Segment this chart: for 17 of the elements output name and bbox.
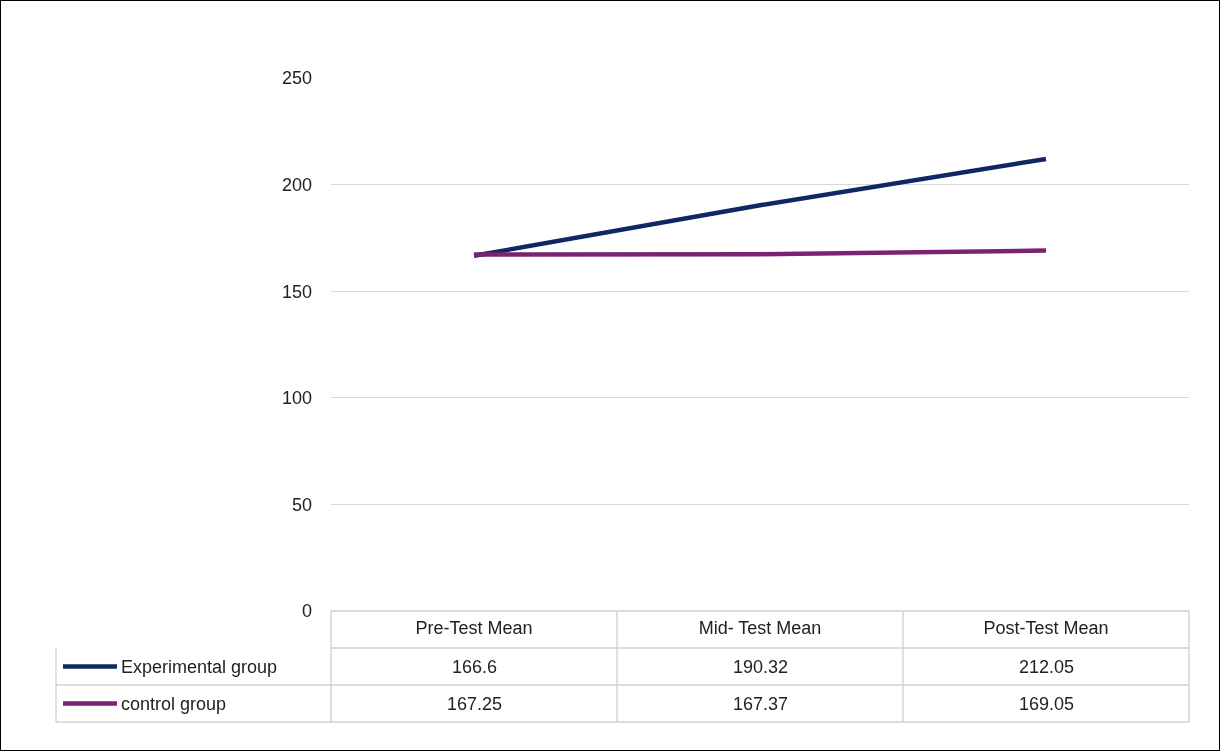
y-tick-label: 200 <box>281 174 312 195</box>
y-tick-label: 250 <box>281 68 312 89</box>
legend-label: Experimental group <box>121 657 278 677</box>
data-label: 212.05 <box>1019 657 1075 677</box>
legend-label: control group <box>121 694 227 714</box>
x-tick-label: Post-Test Mean <box>983 618 1109 638</box>
y-tick-label: 0 <box>301 601 312 622</box>
data-label: 167.37 <box>733 694 789 714</box>
data-label: 167.25 <box>447 694 503 714</box>
y-tick-label: 150 <box>281 281 312 302</box>
y-tick-label: 100 <box>281 388 312 409</box>
data-label: 169.05 <box>1019 694 1075 714</box>
data-label: 166.6 <box>452 657 498 677</box>
x-tick-label: Mid- Test Mean <box>698 618 822 638</box>
y-tick-label: 50 <box>291 494 312 515</box>
x-tick-label: Pre-Test Mean <box>415 618 533 638</box>
data-label: 190.32 <box>733 657 789 677</box>
